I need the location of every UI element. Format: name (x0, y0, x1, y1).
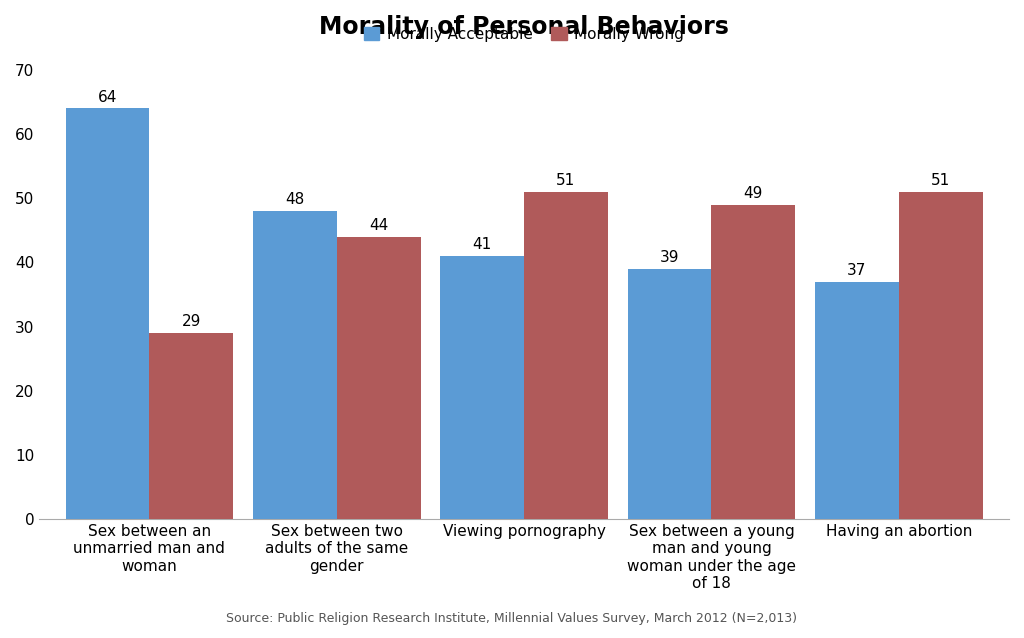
Bar (337, 237, 421, 519)
Text: 51: 51 (556, 173, 575, 188)
Text: 51: 51 (931, 173, 950, 188)
Text: 44: 44 (369, 218, 388, 233)
Text: 48: 48 (286, 192, 304, 207)
Text: 64: 64 (98, 89, 117, 105)
Bar (150, 333, 233, 519)
Bar (253, 211, 337, 519)
Text: 29: 29 (181, 314, 201, 329)
Bar (524, 192, 608, 519)
Text: 39: 39 (659, 250, 679, 265)
Text: Source: Public Religion Research Institute, Millennial Values Survey, March 2012: Source: Public Religion Research Institu… (226, 612, 798, 625)
Bar (66, 108, 150, 519)
Bar (899, 192, 983, 519)
Bar (815, 281, 899, 519)
Bar (628, 269, 712, 519)
Legend: Morally Acceptable, Morally Wrong: Morally Acceptable, Morally Wrong (358, 21, 690, 48)
Text: 49: 49 (743, 186, 763, 201)
Text: 41: 41 (473, 237, 492, 252)
Bar (712, 205, 796, 519)
Bar (440, 256, 524, 519)
Text: 37: 37 (847, 263, 866, 278)
Title: Morality of Personal Behaviors: Morality of Personal Behaviors (319, 15, 729, 39)
